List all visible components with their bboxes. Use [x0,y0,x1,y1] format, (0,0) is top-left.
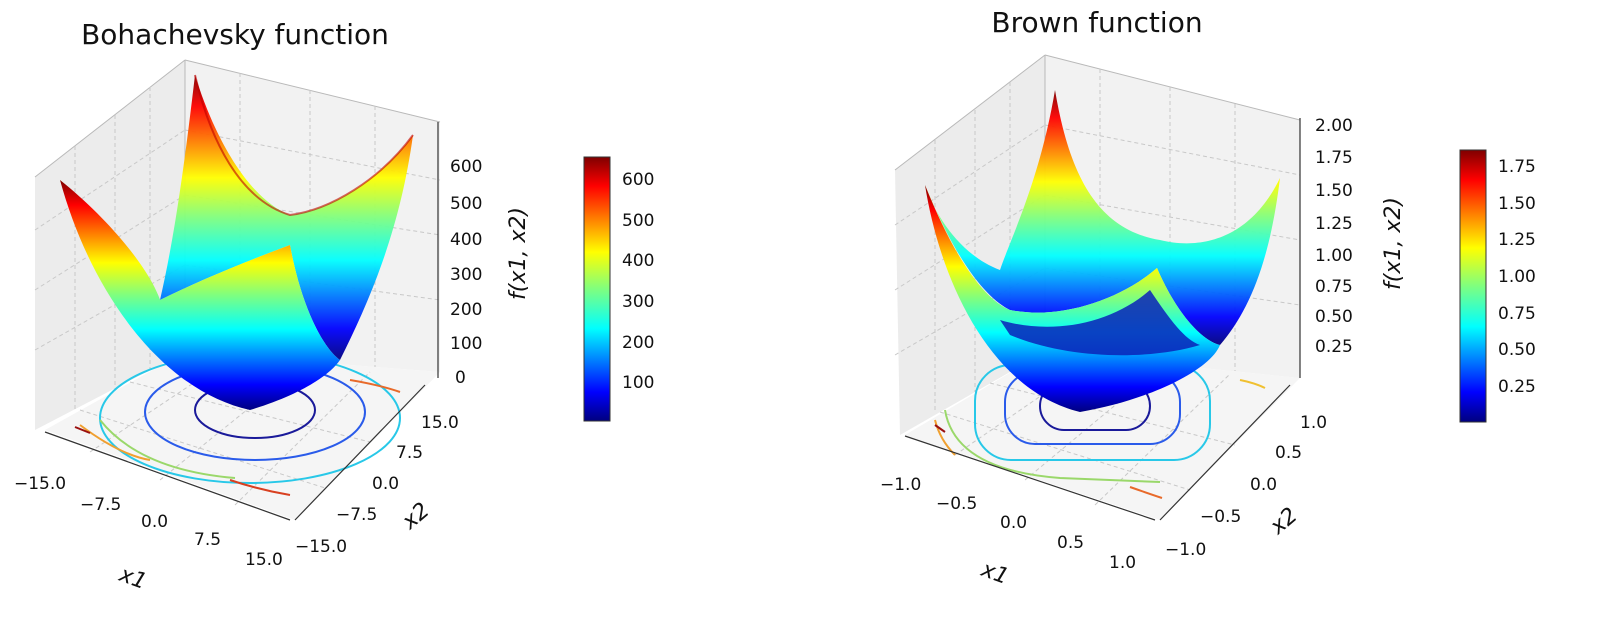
surface-front [60,180,340,410]
x-tick-label: −7.5 [80,495,121,515]
colorbar-tick-label: 300 [622,292,654,312]
contour-level [74,426,91,434]
contour-level [349,379,401,393]
contour-level [934,424,946,433]
z-tick-label: 1.00 [1315,246,1353,266]
pane-edge [1044,54,1301,121]
colorbar-tick-label: 600 [622,170,654,190]
chart-bohachevsky: Bohachevsky function [14,18,654,595]
colorbar-tick-label: 200 [622,333,654,353]
z-axis: 0.25 0.50 0.75 1.00 1.25 1.50 1.75 2.00 … [1299,116,1406,378]
contour-level [229,479,291,496]
z-tick-label: 200 [450,300,482,320]
colorbar-tick-label: 400 [622,251,654,271]
surface-front [925,185,1220,412]
z-tick-label: 500 [450,194,482,214]
pane-edge [34,59,186,178]
floor-pane [45,352,440,520]
z-tick-label: 600 [450,157,482,177]
z-tick-label: 1.25 [1315,214,1353,234]
colorbar-tick-label: 1.25 [1498,230,1536,250]
surface-highlight [194,74,414,217]
chart-title: Brown function [991,6,1202,39]
y-tick-label: 0.0 [1250,475,1277,495]
y-tick-label: 15.0 [421,413,459,433]
x-tick-label: 1.0 [1109,553,1136,573]
surface [60,74,414,410]
surface-body [60,75,413,360]
x-tick-label: 0.5 [1057,533,1084,553]
x-tick-label: 7.5 [194,530,221,550]
colorbar-tick-label: 0.50 [1498,340,1536,360]
surface-body [925,90,1280,345]
z-tick-label: 0.75 [1315,277,1353,297]
chart-brown: Brown function [880,6,1536,590]
contour-level [1239,379,1266,389]
x-axis-line [904,435,1156,521]
z-tick-label: 0.25 [1315,337,1353,357]
z-tick-label: 0.50 [1315,307,1353,327]
y-axis-label: x2 [1265,503,1303,540]
y-tick-label: −0.5 [1200,507,1241,527]
contour-level [1129,486,1163,499]
x-tick-label: −15.0 [14,474,66,494]
x-axis: −15.0 −7.5 0.0 7.5 15.0 x1 [14,431,291,595]
y-tick-label: 0.0 [372,474,399,494]
contour-level [99,419,236,479]
y-tick-label: −7.5 [336,505,377,525]
z-tick-label: 100 [450,334,482,354]
y-tick-label: 7.5 [396,443,423,463]
contour-level [944,409,1161,483]
z-axis-label: f(x1, x2) [506,207,531,300]
surface [925,90,1280,412]
x-tick-label: −0.5 [936,494,977,514]
x-axis-label: x1 [977,557,1012,590]
z-axis: 0 100 200 300 400 500 600 f(x1, x2) [437,122,531,388]
colorbar-tick-label: 0.75 [1498,304,1536,324]
z-tick-label: 400 [450,230,482,250]
colorbar-tick-label: 1.50 [1498,194,1536,214]
x-tick-label: 0.0 [1000,513,1027,533]
colorbar-gradient [1459,149,1487,423]
z-tick-label: 1.75 [1315,148,1353,168]
y-tick-label: 0.5 [1275,443,1302,463]
colorbar: 0.25 0.50 0.75 1.00 1.25 1.50 1.75 [1459,149,1536,423]
z-tick-label: 0 [455,368,466,388]
z-tick-label: 2.00 [1315,116,1353,136]
pane-edge [184,59,441,123]
x-tick-label: 0.0 [141,512,168,532]
y-axis-line [1159,384,1291,521]
y-tick-label: −15.0 [295,537,347,557]
x-axis-line [44,431,291,521]
y-tick-label: −1.0 [1165,540,1206,560]
colorbar-tick-label: 1.75 [1498,157,1536,177]
chart-title: Bohachevsky function [81,18,389,51]
colorbar-tick-label: 0.25 [1498,377,1536,397]
y-axis-label: x2 [397,498,435,535]
z-tick-label: 300 [450,265,482,285]
colorbar-gradient [583,156,611,422]
x-tick-label: −1.0 [880,475,921,495]
colorbar: 100 200 300 400 500 600 [583,156,654,422]
pane-edge [894,54,1046,171]
x-axis-label: x1 [115,562,150,595]
z-tick-label: 1.50 [1315,181,1353,201]
x-tick-label: 15.0 [245,550,283,570]
colorbar-tick-label: 100 [622,373,654,393]
z-axis-label: f(x1, x2) [1381,197,1406,290]
y-axis-line [294,384,426,521]
colorbar-tick-label: 1.00 [1498,267,1536,287]
y-tick-label: 1.0 [1300,413,1327,433]
surface-floor [1000,290,1200,356]
colorbar-tick-label: 500 [622,211,654,231]
contour-level [79,424,151,461]
